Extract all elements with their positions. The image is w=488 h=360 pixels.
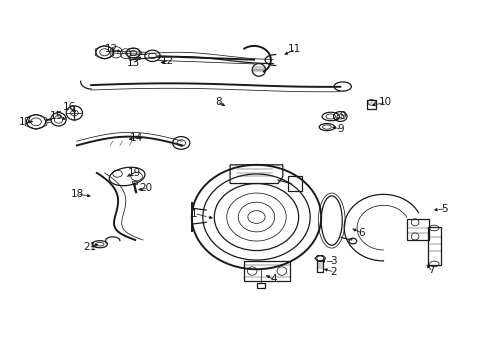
Text: 10: 10 bbox=[379, 98, 392, 107]
Text: 13: 13 bbox=[126, 58, 140, 68]
Text: 1: 1 bbox=[190, 208, 197, 219]
Text: 16: 16 bbox=[63, 102, 76, 112]
Text: 21: 21 bbox=[83, 242, 97, 252]
Text: 2: 2 bbox=[329, 267, 336, 277]
Text: 8: 8 bbox=[214, 98, 221, 107]
Bar bbox=[257, 283, 264, 288]
Text: 9: 9 bbox=[339, 112, 346, 121]
Text: 7: 7 bbox=[427, 265, 434, 275]
Text: 18: 18 bbox=[71, 189, 84, 199]
Text: 3: 3 bbox=[329, 256, 336, 266]
Bar bbox=[317, 261, 323, 273]
Text: 6: 6 bbox=[358, 228, 365, 238]
Text: 17: 17 bbox=[19, 117, 32, 127]
Bar bbox=[132, 181, 137, 184]
Text: 12: 12 bbox=[161, 56, 174, 66]
Text: 11: 11 bbox=[287, 45, 301, 54]
Text: 5: 5 bbox=[441, 204, 447, 214]
Text: 15: 15 bbox=[50, 112, 63, 121]
Bar bbox=[244, 261, 289, 280]
Bar bbox=[427, 226, 440, 265]
Text: 20: 20 bbox=[140, 184, 153, 193]
Text: 19: 19 bbox=[127, 168, 141, 178]
Text: 4: 4 bbox=[269, 274, 276, 284]
Text: 9: 9 bbox=[336, 124, 343, 134]
Bar bbox=[287, 176, 302, 190]
Bar bbox=[366, 100, 376, 109]
Bar bbox=[407, 219, 428, 240]
Text: 12: 12 bbox=[104, 45, 118, 54]
Text: 14: 14 bbox=[130, 133, 143, 143]
